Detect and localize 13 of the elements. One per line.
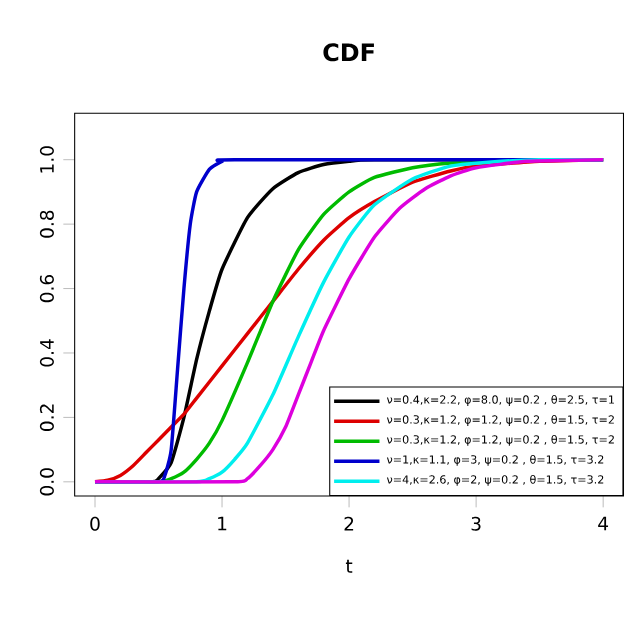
x-axis-title: t xyxy=(345,559,353,573)
x-tick-label: 4 xyxy=(598,516,609,531)
x-tick-label: 2 xyxy=(344,516,354,531)
x-tick-label: 0 xyxy=(90,516,100,531)
y-tick-label: 0.2 xyxy=(39,404,54,431)
x-tick-label: 3 xyxy=(471,516,481,531)
y-tick-label: 0.8 xyxy=(39,210,54,238)
y-tick-label: 0.0 xyxy=(39,468,54,496)
y-tick-label: 0.6 xyxy=(39,274,54,303)
y-tick-label: 1.0 xyxy=(39,146,54,173)
y-tick-label: 0.4 xyxy=(39,339,54,367)
chart-title: CDF xyxy=(323,43,374,62)
x-tick-label: 1 xyxy=(218,516,227,531)
